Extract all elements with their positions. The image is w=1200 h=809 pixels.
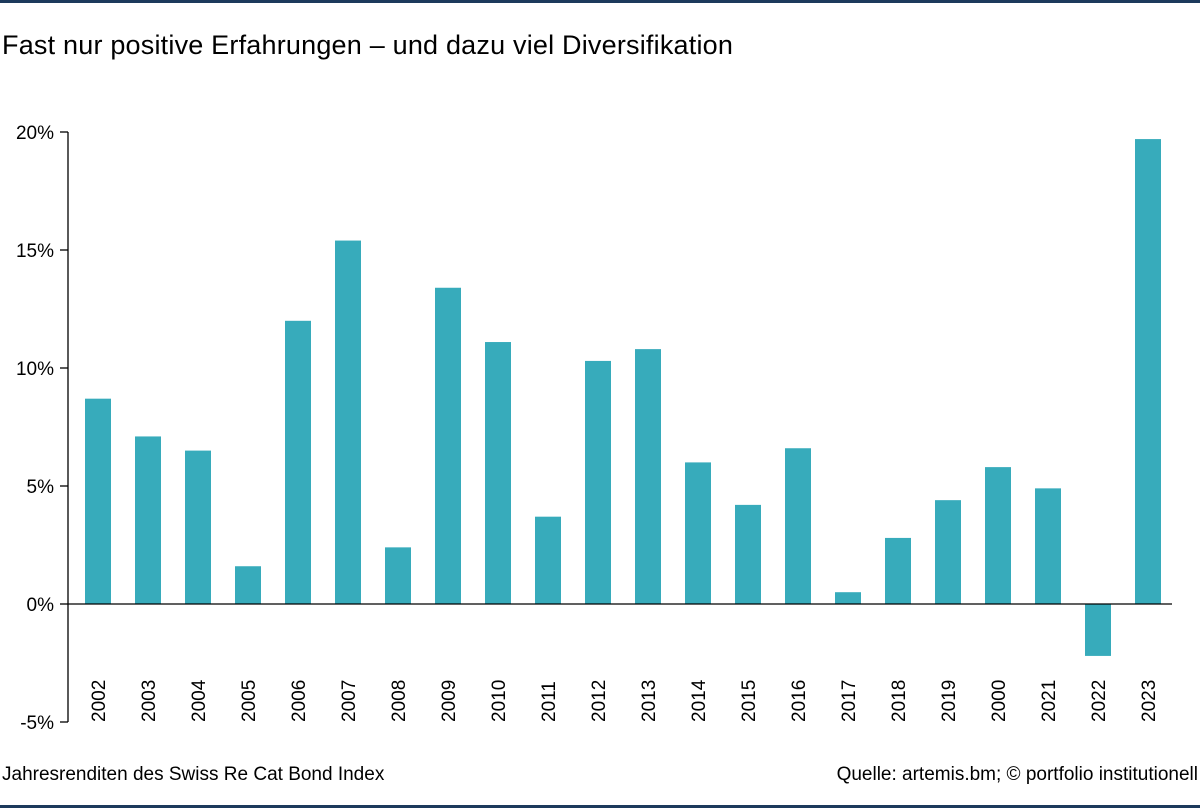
x-tick-label: 2015 xyxy=(739,680,760,722)
x-tick-label: 2023 xyxy=(1139,680,1160,722)
x-tick-label: 2022 xyxy=(1089,680,1110,722)
chart-title: Fast nur positive Erfahrungen – und dazu… xyxy=(2,30,734,60)
source-caption: Quelle: artemis.bm; © portfolio institut… xyxy=(836,764,1198,785)
x-tick-label: 2010 xyxy=(489,680,510,722)
top-rule xyxy=(0,0,1200,3)
x-tick-label: 2012 xyxy=(589,680,610,722)
y-tick-label: 15% xyxy=(16,241,54,262)
x-tick-label: 2014 xyxy=(689,679,710,722)
y-tick-label: 0% xyxy=(27,595,55,616)
bar-2010 xyxy=(485,342,511,604)
bar-2007 xyxy=(335,240,361,604)
bar-2004 xyxy=(185,450,211,604)
y-tick-label: -5% xyxy=(20,713,54,734)
bar-2011 xyxy=(535,516,561,604)
bar-2018 xyxy=(885,537,911,604)
bar-2012 xyxy=(585,360,611,604)
bar-2022 xyxy=(1085,604,1111,656)
bar-2006 xyxy=(285,320,311,604)
x-tick-label: 2016 xyxy=(789,680,810,722)
x-tick-label: 2004 xyxy=(189,679,210,722)
x-tick-label: 2017 xyxy=(839,680,860,722)
x-tick-label: 2013 xyxy=(639,680,660,722)
x-tick-label: 2002 xyxy=(89,680,110,722)
bar-2023 xyxy=(1135,139,1161,604)
bar-2002 xyxy=(85,398,111,604)
y-tick-label: 20% xyxy=(16,123,54,144)
x-tick-label: 2006 xyxy=(289,680,310,722)
bar-2008 xyxy=(385,547,411,604)
y-tick-label: 5% xyxy=(27,477,55,498)
bar-2005 xyxy=(235,566,261,604)
x-tick-label: 2008 xyxy=(389,680,410,722)
x-tick-label: 2007 xyxy=(339,680,360,722)
x-tick-label: 2009 xyxy=(439,680,460,722)
bar-2016 xyxy=(785,448,811,604)
x-tick-label: 2011 xyxy=(539,681,560,722)
bar-2014 xyxy=(685,462,711,604)
bar-2019 xyxy=(935,500,961,604)
x-tick-label: 2019 xyxy=(939,680,960,722)
bar-2013 xyxy=(635,349,661,604)
bar-2009 xyxy=(435,287,461,604)
chart-caption: Jahresrenditen des Swiss Re Cat Bond Ind… xyxy=(2,764,385,785)
bar-2017 xyxy=(835,592,861,604)
x-tick-label: 2003 xyxy=(139,680,160,722)
x-tick-label: 2005 xyxy=(239,680,260,722)
bottom-rule xyxy=(0,805,1200,808)
x-tick-label: 2000 xyxy=(989,680,1010,722)
bar-2021 xyxy=(1035,488,1061,604)
bar-2000 xyxy=(985,467,1011,604)
bar-2015 xyxy=(735,504,761,604)
x-tick-label: 2018 xyxy=(889,680,910,722)
y-tick-label: 10% xyxy=(16,359,54,380)
x-tick-label: 2021 xyxy=(1039,680,1060,722)
bar-2003 xyxy=(135,436,161,604)
